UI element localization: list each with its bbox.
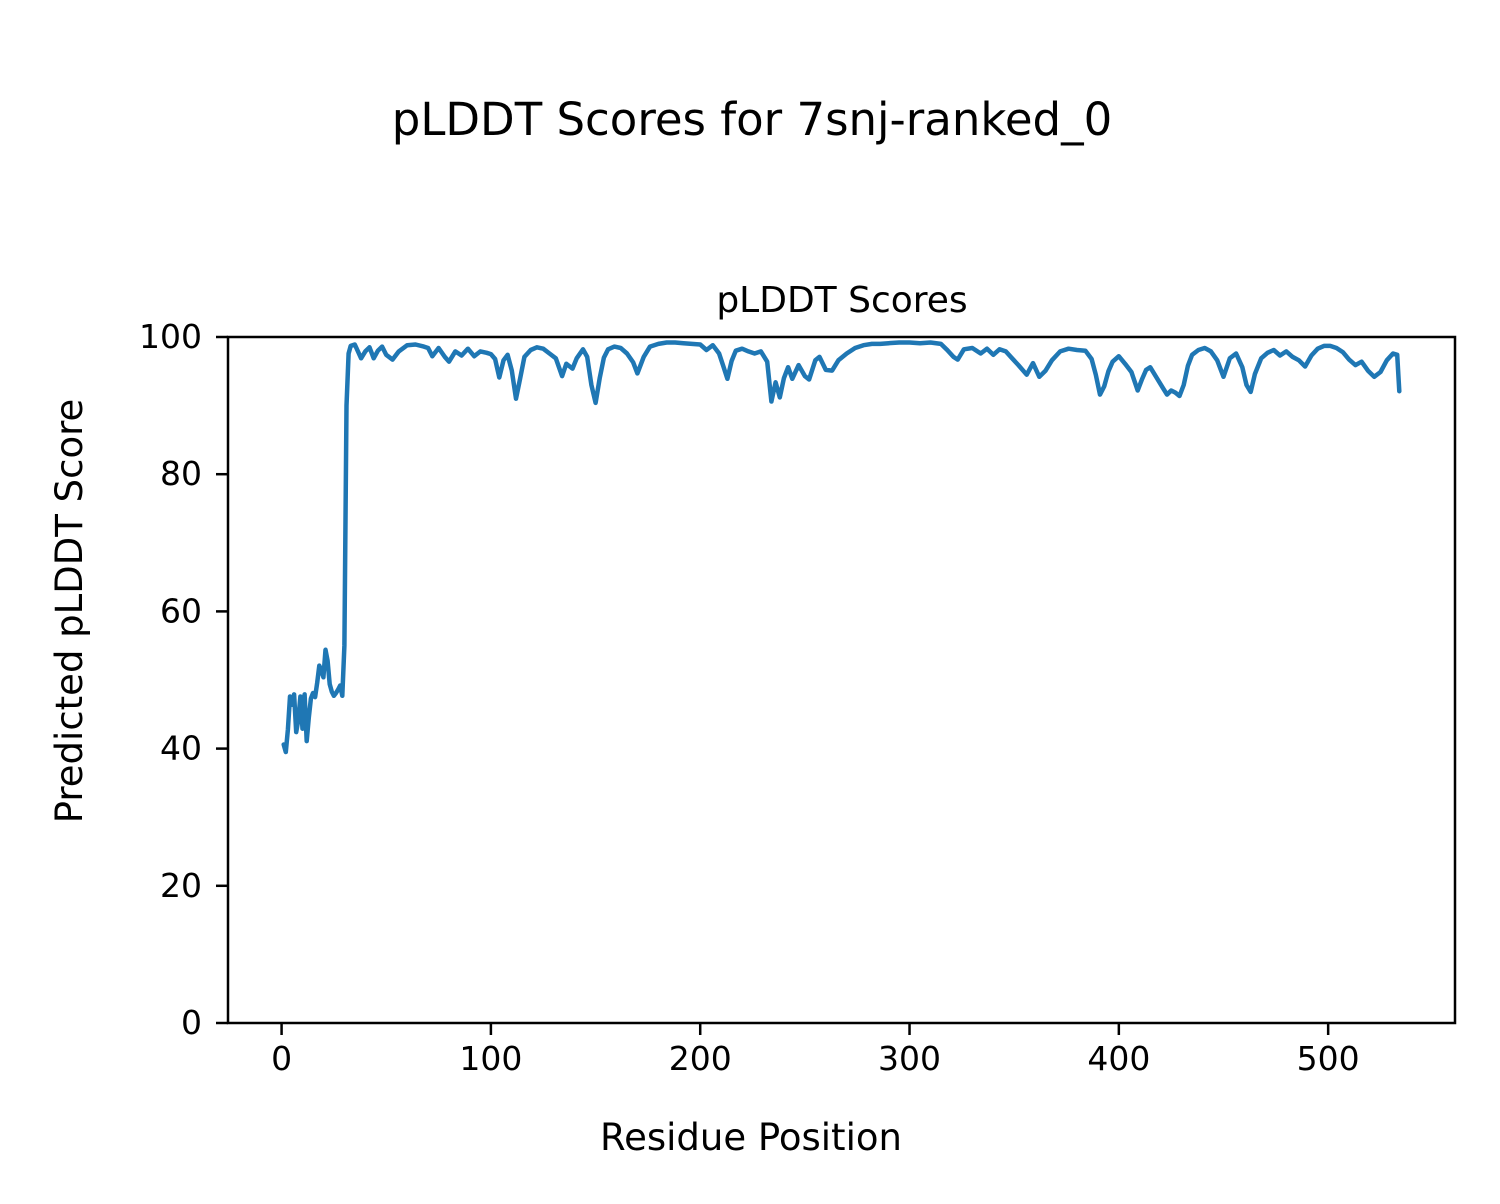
figure-title: pLDDT Scores for 7snj-ranked_0 <box>392 93 1112 146</box>
x-tick-label: 100 <box>459 1039 522 1078</box>
x-tick-label: 200 <box>669 1039 732 1078</box>
plddt-series-line <box>281 340 1402 755</box>
y-tick-label: 100 <box>139 317 202 356</box>
axes-spines <box>226 335 1457 1025</box>
axis-tick-labels: 0 100 200 300 400 500 0 20 40 60 80 100 <box>139 317 1360 1078</box>
y-tick-label: 80 <box>160 454 202 493</box>
y-tick-label: 40 <box>160 729 202 768</box>
x-axis-label: Residue Position <box>600 1116 902 1159</box>
x-tick-label: 0 <box>271 1039 292 1078</box>
y-tick-label: 60 <box>160 591 202 630</box>
x-tick-label: 400 <box>1087 1039 1150 1078</box>
axis-ticks <box>216 335 1330 1035</box>
x-tick-label: 300 <box>878 1039 941 1078</box>
y-axis-label: Predicted pLDDT Score <box>48 399 91 824</box>
y-tick-label: 20 <box>160 866 202 905</box>
x-tick-label: 500 <box>1297 1039 1360 1078</box>
y-tick-label: 0 <box>181 1003 202 1042</box>
axes-title: pLDDT Scores <box>716 280 967 321</box>
line-series-plddt <box>281 340 1402 755</box>
